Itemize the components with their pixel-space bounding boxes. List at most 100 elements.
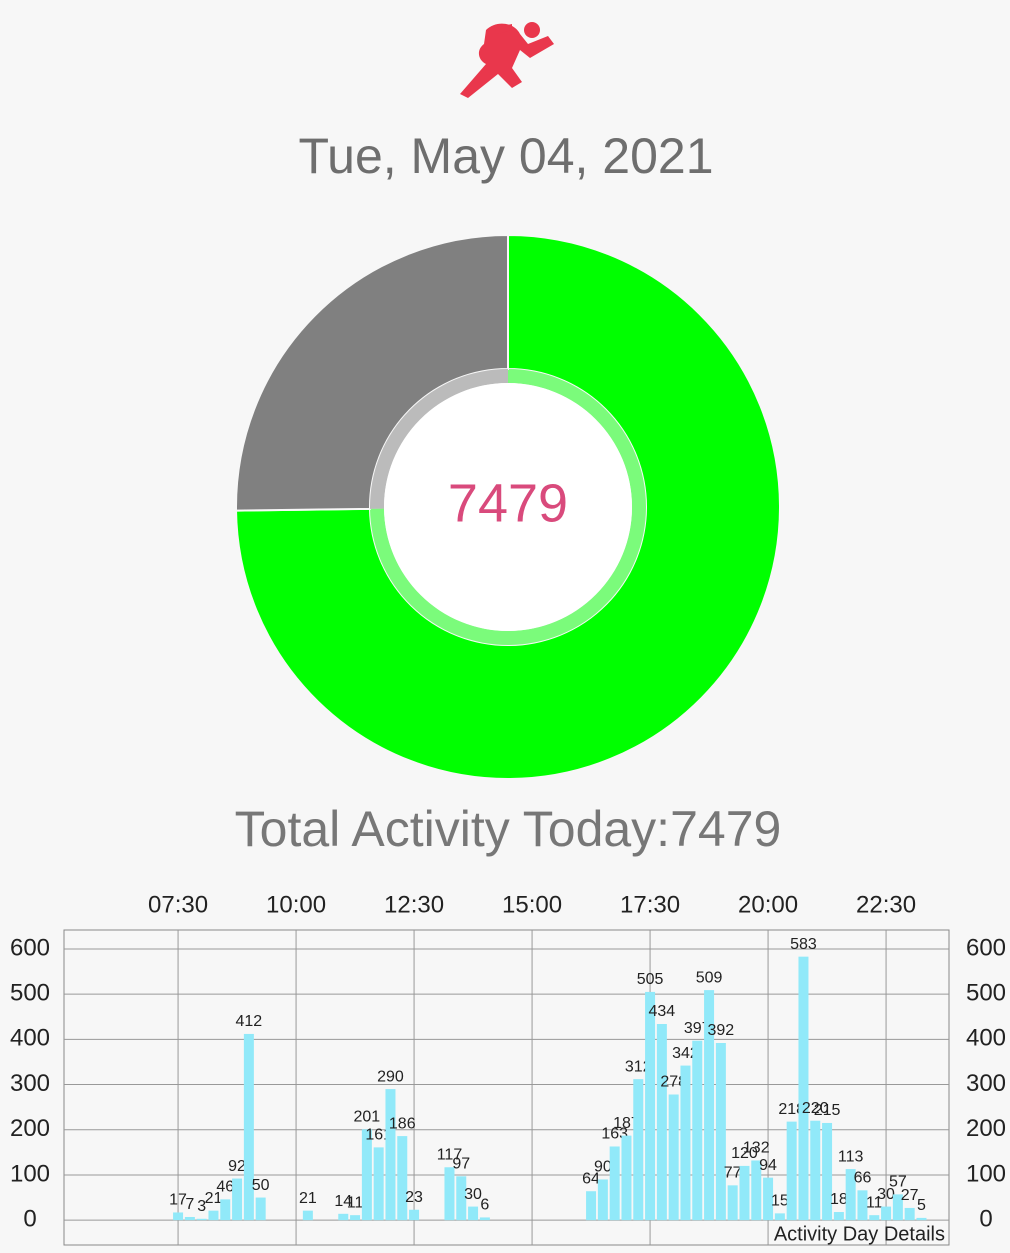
bar-value-label: 163 [601, 1126, 628, 1143]
bar-value-label: 11 [866, 1194, 883, 1211]
bar [845, 1169, 856, 1221]
bar-value-label: 94 [759, 1157, 777, 1174]
bar [361, 1129, 372, 1221]
bar [692, 1040, 703, 1221]
bar-value-label: 120 [731, 1145, 758, 1162]
date-title: Tue, May 04, 2021 [298, 128, 713, 184]
bar [350, 1215, 361, 1221]
y2-tick-label: 200 [966, 1115, 1006, 1142]
bar-value-label: 434 [649, 1003, 676, 1020]
bar-value-label: 17 [169, 1192, 187, 1209]
bar-value-label: 57 [889, 1174, 907, 1191]
total-activity: Total Activity Today:7479 [235, 801, 782, 857]
bar [208, 1210, 219, 1221]
bar-value-label: 187 [613, 1115, 640, 1132]
bar [656, 1024, 667, 1221]
bar [786, 1121, 797, 1221]
bar-value-label: 132 [743, 1140, 770, 1157]
y2-tick-label: 500 [966, 980, 1006, 1007]
bar-value-label: 218 [778, 1101, 805, 1118]
bar [444, 1167, 455, 1221]
bar [869, 1215, 880, 1221]
bar-value-label: 220 [802, 1100, 829, 1117]
runner-icon [460, 22, 554, 98]
bar-value-label: 18 [830, 1191, 848, 1208]
bar [810, 1120, 821, 1221]
x-tick-label: 12:30 [384, 891, 444, 918]
bar [715, 1042, 726, 1221]
bar [338, 1213, 349, 1221]
y-tick-label: 0 [23, 1205, 36, 1232]
y2-tick-label: 0 [979, 1205, 992, 1232]
bar-value-label: 583 [790, 936, 817, 953]
x-tick-label: 07:30 [148, 891, 208, 918]
bar-value-label: 66 [854, 1170, 872, 1187]
bar [243, 1033, 254, 1221]
bar [668, 1094, 679, 1221]
bar [173, 1212, 184, 1221]
bar-value-label: 186 [389, 1115, 416, 1132]
bar [302, 1210, 313, 1221]
bar [680, 1065, 691, 1221]
bar [916, 1217, 927, 1221]
y2-tick-label: 300 [966, 1070, 1006, 1097]
bar-value-label: 397 [684, 1020, 711, 1037]
bar-value-label: 113 [838, 1148, 864, 1165]
donut-center [384, 383, 632, 631]
bar-value-label: 30 [464, 1186, 482, 1203]
bar [609, 1146, 620, 1221]
bar-value-label: 97 [452, 1156, 470, 1173]
bar [479, 1217, 490, 1221]
center-value: 7479 [448, 473, 568, 533]
x-tick-label: 17:30 [620, 891, 680, 918]
bar-value-label: 290 [377, 1068, 404, 1085]
bar [232, 1178, 243, 1221]
bar [892, 1194, 903, 1221]
y-tick-label: 200 [10, 1115, 50, 1142]
x-tick-label: 20:00 [738, 891, 798, 918]
bar-value-label: 46 [216, 1179, 234, 1196]
bar [456, 1176, 467, 1221]
bar [751, 1160, 762, 1221]
bar [763, 1177, 774, 1221]
x-tick-label: 10:00 [266, 891, 326, 918]
y-tick-label: 400 [10, 1025, 50, 1052]
bar-value-label: 215 [814, 1102, 841, 1119]
bar-value-label: 21 [299, 1190, 317, 1207]
bar-value-label: 201 [354, 1109, 381, 1126]
y2-tick-label: 400 [966, 1025, 1006, 1052]
bar-value-label: 412 [236, 1013, 263, 1030]
bar [621, 1135, 632, 1221]
bar [184, 1216, 195, 1221]
y-tick-label: 100 [10, 1160, 50, 1187]
y2-tick-label: 100 [966, 1160, 1006, 1187]
bar-value-label: 30 [877, 1186, 895, 1203]
bar [196, 1218, 207, 1221]
bar [633, 1079, 644, 1221]
y-tick-label: 500 [10, 980, 50, 1007]
bar-value-label: 3 [197, 1198, 206, 1215]
bar-value-label: 21 [205, 1190, 223, 1207]
bar [468, 1206, 479, 1221]
bar-value-label: 14 [334, 1193, 352, 1210]
bar [833, 1212, 844, 1221]
bar [220, 1199, 231, 1221]
bar-value-label: 77 [724, 1165, 742, 1182]
bar [774, 1213, 785, 1221]
bar-value-label: 15 [771, 1193, 789, 1210]
bar-value-label: 27 [901, 1187, 919, 1204]
bar-value-label: 7 [185, 1196, 194, 1213]
bar-value-label: 6 [480, 1197, 489, 1214]
bar [586, 1191, 597, 1221]
bar [385, 1089, 396, 1221]
y-tick-label: 600 [10, 934, 50, 961]
plot-frame [63, 929, 950, 1246]
bar-value-label: 312 [625, 1058, 652, 1075]
bar [645, 991, 656, 1221]
bar [904, 1207, 915, 1221]
y-tick-label: 300 [10, 1070, 50, 1097]
bar [255, 1197, 266, 1221]
bar-value-label: 23 [405, 1189, 423, 1206]
donut-chart: 7479 [235, 233, 781, 780]
